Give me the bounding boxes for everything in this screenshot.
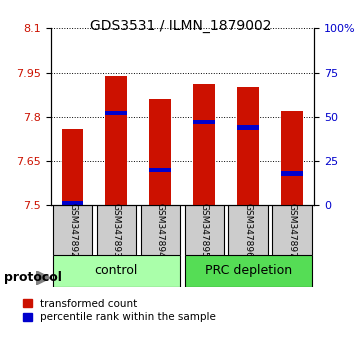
FancyBboxPatch shape bbox=[272, 205, 312, 255]
Text: control: control bbox=[95, 264, 138, 277]
Bar bbox=[193, 84, 215, 205]
FancyBboxPatch shape bbox=[97, 205, 136, 255]
Polygon shape bbox=[36, 271, 51, 285]
Bar bbox=[237, 87, 259, 205]
Text: GSM347892: GSM347892 bbox=[68, 203, 77, 257]
Text: GSM347895: GSM347895 bbox=[200, 202, 209, 258]
FancyBboxPatch shape bbox=[184, 205, 224, 255]
Text: PRC depletion: PRC depletion bbox=[205, 264, 292, 277]
Bar bbox=[105, 111, 127, 115]
Text: GSM347896: GSM347896 bbox=[244, 202, 253, 258]
Bar bbox=[281, 111, 303, 205]
Bar bbox=[149, 99, 171, 205]
FancyBboxPatch shape bbox=[229, 205, 268, 255]
FancyBboxPatch shape bbox=[53, 205, 92, 255]
Text: GSM347897: GSM347897 bbox=[288, 202, 297, 258]
Text: GSM347893: GSM347893 bbox=[112, 202, 121, 258]
Bar bbox=[237, 125, 259, 130]
FancyBboxPatch shape bbox=[184, 255, 312, 287]
Text: GSM347894: GSM347894 bbox=[156, 203, 165, 257]
FancyBboxPatch shape bbox=[140, 205, 180, 255]
FancyBboxPatch shape bbox=[53, 255, 180, 287]
Bar bbox=[193, 120, 215, 124]
Legend: transformed count, percentile rank within the sample: transformed count, percentile rank withi… bbox=[23, 299, 216, 322]
Text: GDS3531 / ILMN_1879002: GDS3531 / ILMN_1879002 bbox=[90, 19, 271, 34]
Bar bbox=[281, 171, 303, 176]
Bar bbox=[105, 75, 127, 205]
Bar bbox=[61, 201, 83, 206]
Text: protocol: protocol bbox=[4, 272, 61, 284]
Bar bbox=[149, 168, 171, 172]
Bar bbox=[61, 129, 83, 205]
